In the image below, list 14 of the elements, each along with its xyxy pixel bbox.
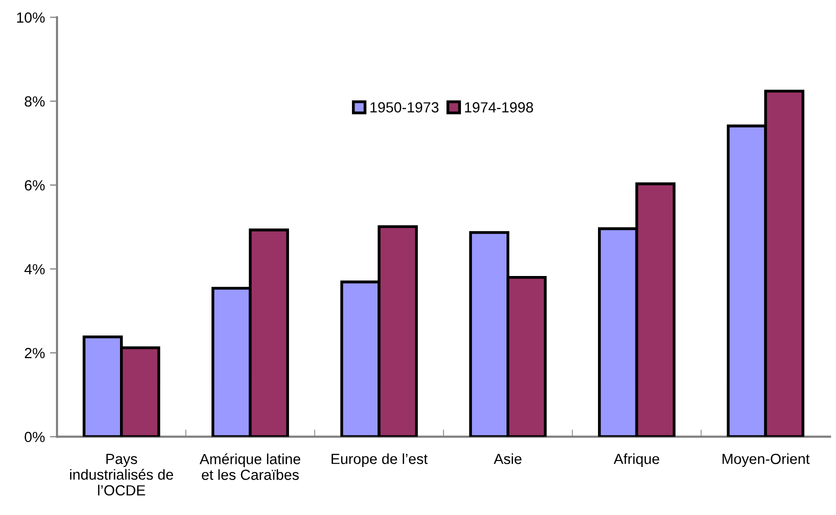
x-tick-label: Europe de l’est bbox=[332, 453, 428, 467]
x-tick-label: Moyen-Orient bbox=[722, 453, 810, 467]
y-tick-label: 2% bbox=[24, 348, 45, 358]
y-tick-label: 6% bbox=[24, 180, 45, 190]
x-tick-label: Asie bbox=[494, 453, 522, 464]
y-tick-label: 10% bbox=[17, 12, 45, 23]
x-tick-label: Amérique latine et les Caraïbes bbox=[200, 453, 300, 480]
x-tick-label: Afrique bbox=[614, 453, 660, 467]
x-tick-label: Pays industrialisés de l’OCDE bbox=[70, 454, 174, 496]
legend-label: 1950-1973 bbox=[370, 102, 438, 113]
y-tick-label: 8% bbox=[24, 96, 45, 107]
legend-label: 1974-1998 bbox=[465, 102, 534, 113]
y-tick-label: 4% bbox=[24, 264, 45, 274]
y-tick-label: 0% bbox=[24, 432, 45, 442]
